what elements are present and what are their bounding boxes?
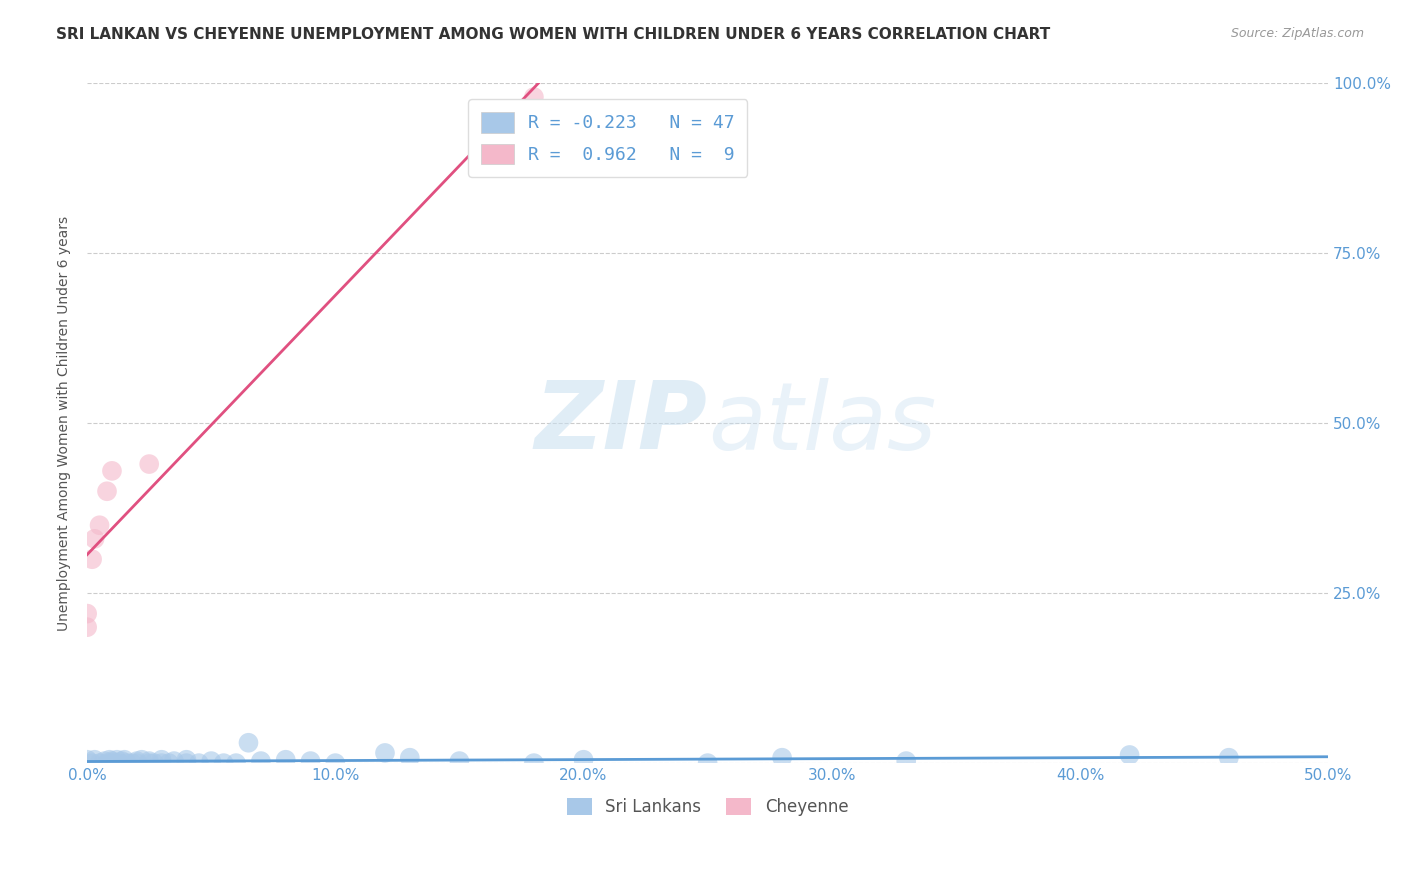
Point (111, 754, 134, 768)
Point (212, 756, 235, 771)
Point (96, 484, 118, 499)
Point (125, 756, 148, 771)
Point (1218, 750, 1240, 764)
Point (101, 754, 124, 768)
Point (112, 753, 135, 767)
Legend: Sri Lankans, Cheyenne: Sri Lankans, Cheyenne (561, 791, 855, 822)
Text: atlas: atlas (707, 378, 936, 469)
Y-axis label: Unemployment Among Women with Children Under 6 years: Unemployment Among Women with Children U… (58, 216, 72, 631)
Point (101, 756, 124, 771)
Point (96, 756, 118, 771)
Point (176, 753, 198, 767)
Point (150, 753, 173, 767)
Point (157, 756, 180, 771)
Point (105, 753, 128, 767)
Point (83, 753, 105, 767)
Point (187, 756, 209, 771)
Point (138, 756, 160, 771)
Point (82, 756, 104, 771)
Point (143, 756, 166, 771)
Point (93, 754, 115, 768)
Point (200, 754, 222, 768)
Point (225, 756, 247, 771)
Point (250, 754, 273, 768)
Point (523, 90, 546, 104)
Point (101, 464, 124, 478)
Point (108, 756, 131, 771)
Point (572, 753, 595, 767)
Point (398, 750, 420, 764)
Text: Source: ZipAtlas.com: Source: ZipAtlas.com (1230, 27, 1364, 40)
Point (449, 754, 471, 768)
Point (89, 518, 111, 533)
Point (523, 756, 546, 771)
Point (163, 754, 186, 768)
Point (89, 756, 111, 771)
Point (770, 750, 793, 764)
Point (325, 756, 347, 771)
Point (103, 756, 125, 771)
Point (131, 753, 153, 767)
Point (176, 756, 198, 771)
Point (238, 736, 260, 750)
Point (83, 532, 105, 546)
Text: ZIP: ZIP (534, 377, 707, 469)
Point (1118, 747, 1140, 762)
Point (125, 754, 148, 768)
Point (274, 753, 297, 767)
Point (121, 756, 143, 771)
Point (82, 552, 104, 566)
Point (896, 754, 918, 768)
Point (299, 754, 322, 768)
Point (76, 607, 98, 621)
Point (696, 756, 718, 771)
Point (138, 457, 160, 471)
Point (98, 753, 121, 767)
Point (76, 620, 98, 634)
Text: SRI LANKAN VS CHEYENNE UNEMPLOYMENT AMONG WOMEN WITH CHILDREN UNDER 6 YEARS CORR: SRI LANKAN VS CHEYENNE UNEMPLOYMENT AMON… (56, 27, 1050, 42)
Point (150, 756, 173, 771)
Point (138, 754, 160, 768)
Point (374, 746, 396, 760)
Point (115, 756, 138, 771)
Point (76, 753, 98, 767)
